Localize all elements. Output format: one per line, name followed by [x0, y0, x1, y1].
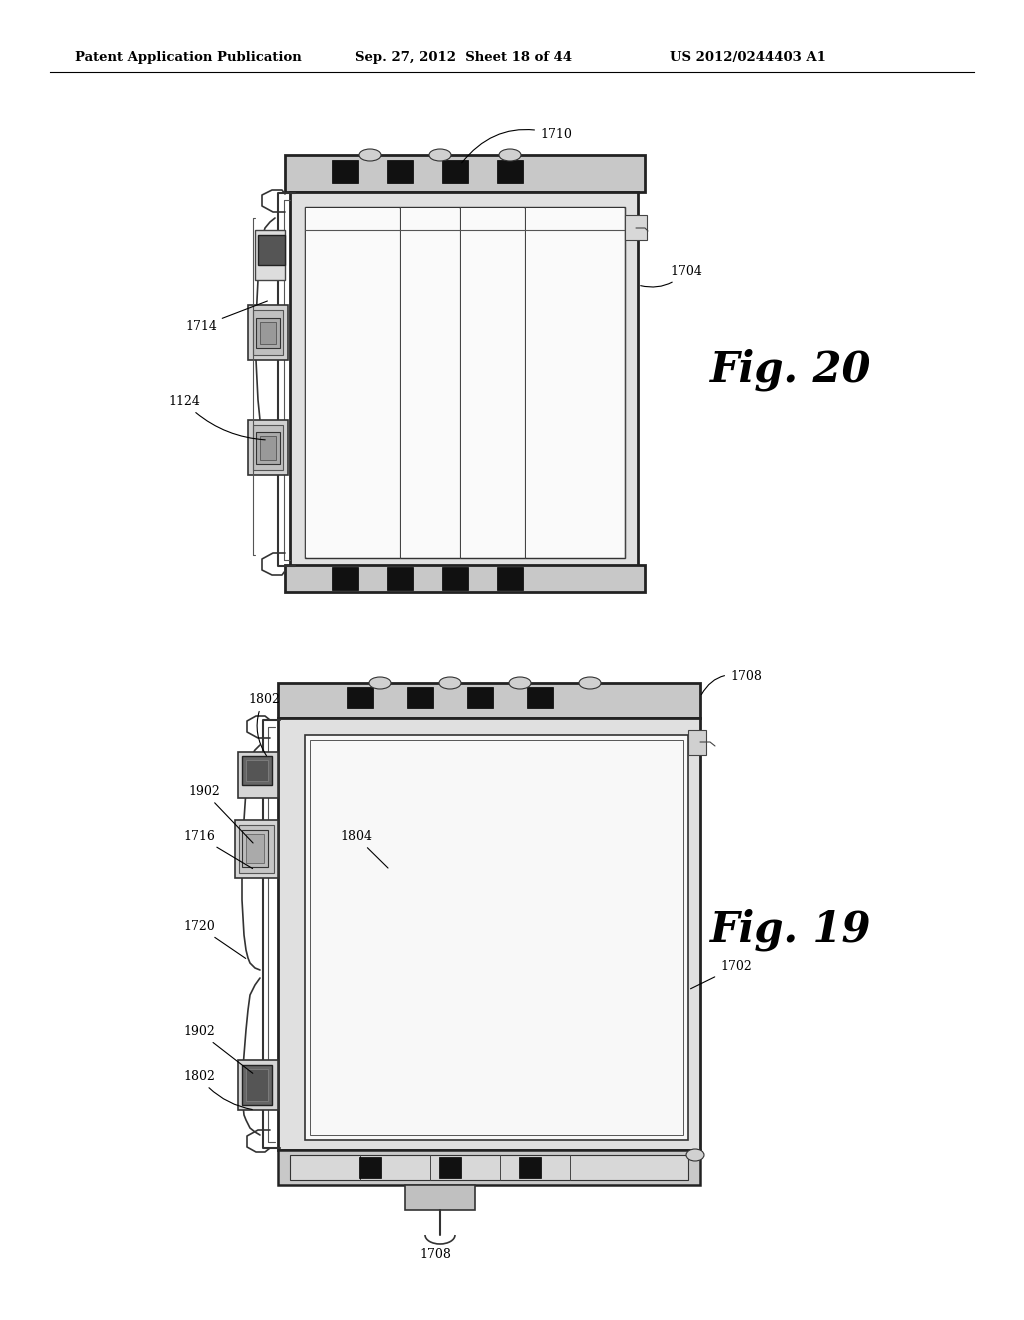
- Text: US 2012/0244403 A1: US 2012/0244403 A1: [670, 51, 826, 65]
- Text: 1802: 1802: [248, 693, 280, 755]
- Bar: [260, 436, 276, 459]
- Bar: [439, 1158, 461, 1177]
- Text: 1902: 1902: [188, 785, 253, 843]
- Bar: [246, 1069, 268, 1101]
- Text: 1902: 1902: [183, 1026, 253, 1073]
- Bar: [256, 432, 280, 465]
- Ellipse shape: [439, 677, 461, 689]
- Bar: [246, 760, 268, 781]
- Bar: [234, 820, 278, 878]
- Bar: [246, 834, 264, 863]
- Bar: [285, 154, 645, 191]
- Bar: [305, 207, 625, 558]
- Bar: [359, 1158, 381, 1177]
- Bar: [285, 565, 645, 591]
- Text: 1702: 1702: [690, 960, 752, 989]
- Bar: [290, 191, 638, 570]
- Text: 1714: 1714: [185, 301, 267, 333]
- Bar: [242, 756, 272, 785]
- Text: Sep. 27, 2012  Sheet 18 of 44: Sep. 27, 2012 Sheet 18 of 44: [355, 51, 572, 65]
- Bar: [238, 1060, 278, 1110]
- Bar: [527, 686, 553, 708]
- Bar: [278, 1150, 700, 1185]
- Bar: [688, 730, 706, 755]
- Bar: [239, 825, 274, 873]
- Text: 1802: 1802: [183, 1071, 252, 1110]
- Bar: [248, 420, 288, 475]
- Text: 1720: 1720: [183, 920, 246, 958]
- Text: 1704: 1704: [641, 265, 701, 286]
- Bar: [305, 735, 688, 1140]
- Bar: [290, 1155, 688, 1180]
- Text: 1804: 1804: [340, 830, 388, 869]
- Bar: [306, 209, 399, 557]
- Bar: [625, 215, 647, 240]
- Bar: [256, 318, 280, 348]
- Bar: [519, 1158, 541, 1177]
- Ellipse shape: [579, 677, 601, 689]
- Bar: [461, 209, 524, 557]
- Text: 1710: 1710: [462, 128, 571, 162]
- Bar: [442, 568, 468, 590]
- Bar: [242, 830, 268, 867]
- Bar: [253, 425, 283, 470]
- Ellipse shape: [429, 149, 451, 161]
- Bar: [407, 686, 433, 708]
- Bar: [238, 752, 278, 799]
- Bar: [260, 322, 276, 345]
- Bar: [406, 1185, 475, 1210]
- Text: 1124: 1124: [168, 395, 265, 440]
- Text: Fig. 20: Fig. 20: [710, 348, 871, 391]
- Text: Patent Application Publication: Patent Application Publication: [75, 51, 302, 65]
- Text: Fig. 19: Fig. 19: [710, 908, 871, 952]
- Bar: [442, 160, 468, 183]
- Bar: [242, 1065, 272, 1105]
- Text: 1716: 1716: [183, 830, 253, 869]
- Text: 1708: 1708: [701, 671, 762, 694]
- Bar: [467, 686, 493, 708]
- Ellipse shape: [686, 1148, 705, 1162]
- Ellipse shape: [369, 677, 391, 689]
- Bar: [401, 209, 459, 557]
- Bar: [347, 686, 373, 708]
- Ellipse shape: [509, 677, 531, 689]
- Bar: [526, 209, 624, 557]
- Bar: [253, 310, 283, 355]
- Bar: [332, 568, 358, 590]
- Bar: [497, 160, 523, 183]
- Bar: [258, 235, 285, 265]
- Bar: [310, 741, 683, 1135]
- Bar: [497, 568, 523, 590]
- Ellipse shape: [499, 149, 521, 161]
- Bar: [248, 305, 288, 360]
- Bar: [387, 160, 413, 183]
- Bar: [332, 160, 358, 183]
- Bar: [255, 230, 285, 280]
- Bar: [278, 718, 700, 1150]
- Text: 1708: 1708: [419, 1247, 451, 1261]
- Ellipse shape: [359, 149, 381, 161]
- Bar: [387, 568, 413, 590]
- Bar: [278, 682, 700, 718]
